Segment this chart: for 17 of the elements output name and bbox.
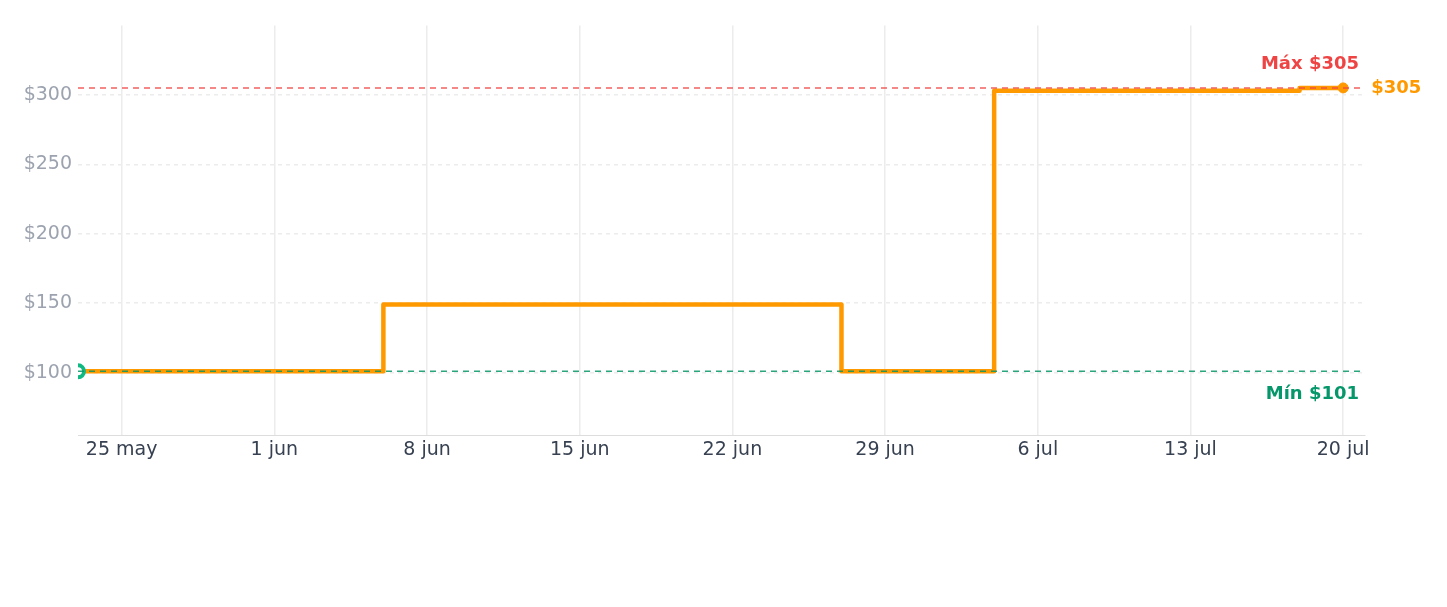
x-tick-label: 15 jun <box>549 436 610 459</box>
x-tick-label: 25 may <box>85 436 158 459</box>
x-tick-label: 13 jul <box>1164 436 1217 459</box>
ref-line-label: Mín $101 <box>1265 381 1359 403</box>
x-tick-label: 6 jul <box>1017 436 1059 459</box>
y-tick-label: $150 <box>23 290 72 313</box>
x-tick-label: 22 jun <box>702 436 763 459</box>
x-tick-label: 20 jul <box>1316 436 1370 459</box>
x-tick-label: 1 jun <box>250 436 299 459</box>
y-tick-label: $300 <box>23 81 72 104</box>
y-tick-label: $250 <box>23 151 72 174</box>
x-tick-label: 29 jun <box>855 436 915 459</box>
y-tick-label: $100 <box>23 359 72 382</box>
ref-line-label: Máx $305 <box>1260 51 1359 73</box>
x-tick-label: 8 jun <box>403 436 451 459</box>
annotation: $305 <box>1371 75 1422 97</box>
y-tick-label: $200 <box>23 220 72 243</box>
